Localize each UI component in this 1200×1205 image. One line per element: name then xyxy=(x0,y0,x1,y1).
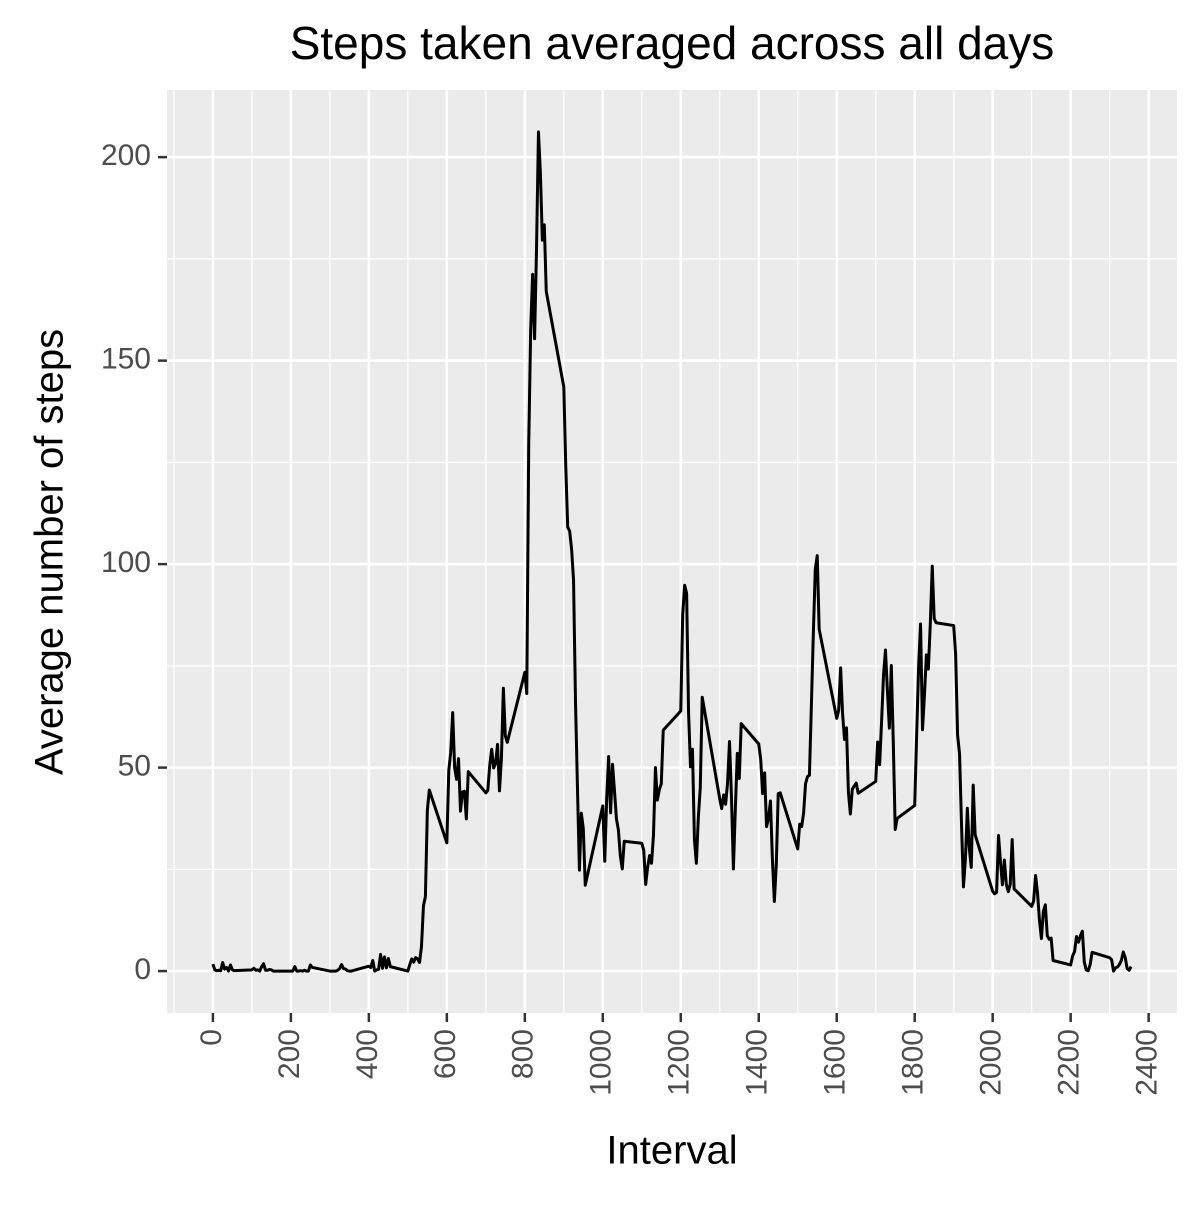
x-tick-label: 2000 xyxy=(975,1029,1008,1096)
x-tick-label: 1000 xyxy=(585,1029,618,1096)
y-tick-label: 100 xyxy=(101,546,151,579)
x-tick-label: 400 xyxy=(351,1029,384,1079)
x-tick-label: 1600 xyxy=(819,1029,852,1096)
x-tick-label: 200 xyxy=(273,1029,306,1079)
x-tick-label: 1400 xyxy=(741,1029,774,1096)
y-tick-label: 50 xyxy=(118,750,151,783)
plot-area xyxy=(211,130,1133,973)
line xyxy=(211,130,1133,973)
x-tick-label: 0 xyxy=(195,1029,228,1046)
x-tick-label: 2400 xyxy=(1131,1029,1164,1096)
y-tick-label: 0 xyxy=(134,953,151,986)
chart-title: Steps taken averaged across all days xyxy=(290,17,1055,69)
x-axis-label: Interval xyxy=(606,1129,737,1173)
x-tick-label: 2200 xyxy=(1053,1029,1086,1096)
panel xyxy=(167,90,1177,1013)
x-tick-label: 1200 xyxy=(663,1029,696,1096)
y-tick-label: 150 xyxy=(101,343,151,376)
y-axis-label: Average number of steps xyxy=(28,329,72,775)
grid xyxy=(167,90,1177,1013)
x-tick-label: 1800 xyxy=(897,1029,930,1096)
x-tick-label: 600 xyxy=(429,1029,462,1079)
x-tick-label: 800 xyxy=(507,1029,540,1079)
y-tick-label: 200 xyxy=(101,139,151,172)
